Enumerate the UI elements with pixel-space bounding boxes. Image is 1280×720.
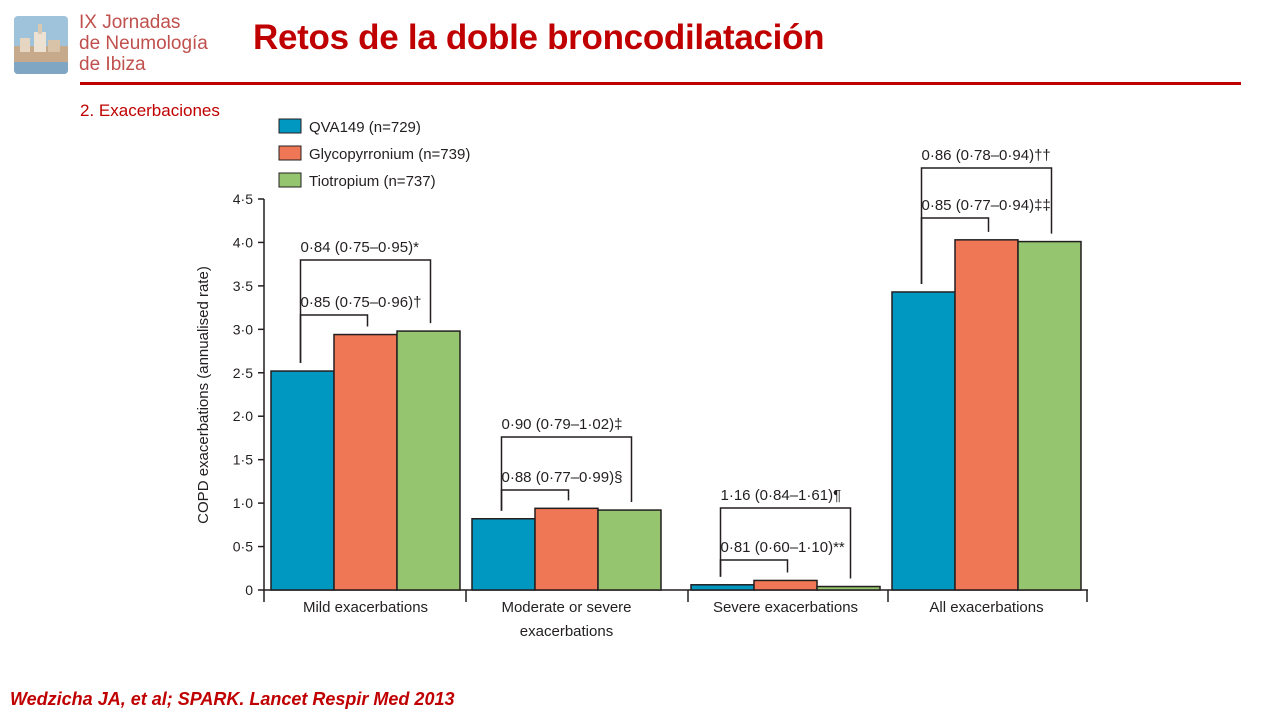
- bar: [333, 333, 398, 591]
- legend-label: QVA149 (n=729): [309, 119, 421, 136]
- logo-line: de Neumología: [79, 33, 208, 54]
- significance-bracket: [719, 507, 852, 579]
- logo-line: IX Jornadas: [79, 12, 181, 33]
- bar: [954, 239, 1019, 591]
- y-tick-label: 3·5: [233, 278, 253, 294]
- ibiza-photo-icon: [14, 16, 68, 74]
- significance-label: 0·88 (0·77–0·99)§: [502, 469, 623, 486]
- bar: [534, 507, 599, 591]
- significance-label: 0·84 (0·75–0·95)*: [301, 239, 420, 256]
- legend-swatch: [278, 172, 302, 188]
- y-tick-label: 3·0: [233, 321, 253, 337]
- bar: [1017, 240, 1082, 591]
- y-tick-label: 1·5: [233, 452, 253, 468]
- x-category-label: Severe exacerbations: [713, 599, 858, 616]
- legend-swatch: [278, 145, 302, 161]
- x-category-label: Moderate or severe: [501, 599, 631, 616]
- y-tick-label: 2·0: [233, 408, 253, 424]
- significance-label: 0·90 (0·79–1·02)‡: [502, 416, 623, 433]
- significance-bracket: [719, 559, 789, 577]
- x-category-label: All exacerbations: [929, 599, 1043, 616]
- y-tick-label: 4·0: [233, 234, 253, 250]
- slide-title: Retos de la doble broncodilatación: [253, 18, 825, 57]
- y-tick-label: 2·5: [233, 365, 253, 381]
- ibiza-logo-image: [14, 16, 68, 74]
- legend-label: Tiotropium (n=737): [309, 173, 436, 190]
- significance-label: 1·16 (0·84–1·61)¶: [721, 487, 842, 504]
- legend-swatch: [278, 118, 302, 134]
- significance-bracket: [500, 489, 570, 511]
- bar: [471, 518, 536, 591]
- bar: [891, 291, 956, 591]
- y-tick-label: 1·0: [233, 495, 253, 511]
- bar: [396, 330, 461, 591]
- legend-label: Glycopyrronium (n=739): [309, 146, 470, 163]
- y-axis-title: COPD exacerbations (annualised rate): [195, 266, 212, 524]
- significance-label: 0·85 (0·75–0·96)†: [301, 294, 422, 311]
- bar: [753, 579, 818, 591]
- logo-line: de Ibiza: [79, 54, 146, 75]
- significance-label: 0·81 (0·60–1·10)**: [721, 539, 845, 556]
- y-tick-label: 0: [245, 582, 253, 598]
- section-subtitle: 2. Exacerbaciones: [80, 101, 220, 120]
- y-tick-label: 4·5: [233, 191, 253, 207]
- significance-bracket: [500, 436, 633, 511]
- significance-bracket: [920, 217, 990, 284]
- title-divider: [80, 82, 1241, 85]
- y-tick-label: 0·5: [233, 539, 253, 555]
- citation: Wedzicha JA, et al; SPARK. Lancet Respir…: [10, 689, 455, 709]
- bar: [816, 585, 881, 591]
- bar: [597, 509, 662, 591]
- significance-label: 0·85 (0·77–0·94)‡‡: [922, 197, 1051, 214]
- event-logo-text: IX Jornadas de Neumología de Ibiza: [79, 12, 208, 75]
- significance-bracket: [299, 259, 432, 364]
- bar: [690, 584, 755, 591]
- significance-label: 0·86 (0·78–0·94)††: [922, 147, 1051, 164]
- x-category-label: Mild exacerbations: [303, 599, 428, 616]
- x-category-label: exacerbations: [520, 623, 613, 640]
- bar: [270, 370, 335, 591]
- significance-bracket: [299, 314, 369, 364]
